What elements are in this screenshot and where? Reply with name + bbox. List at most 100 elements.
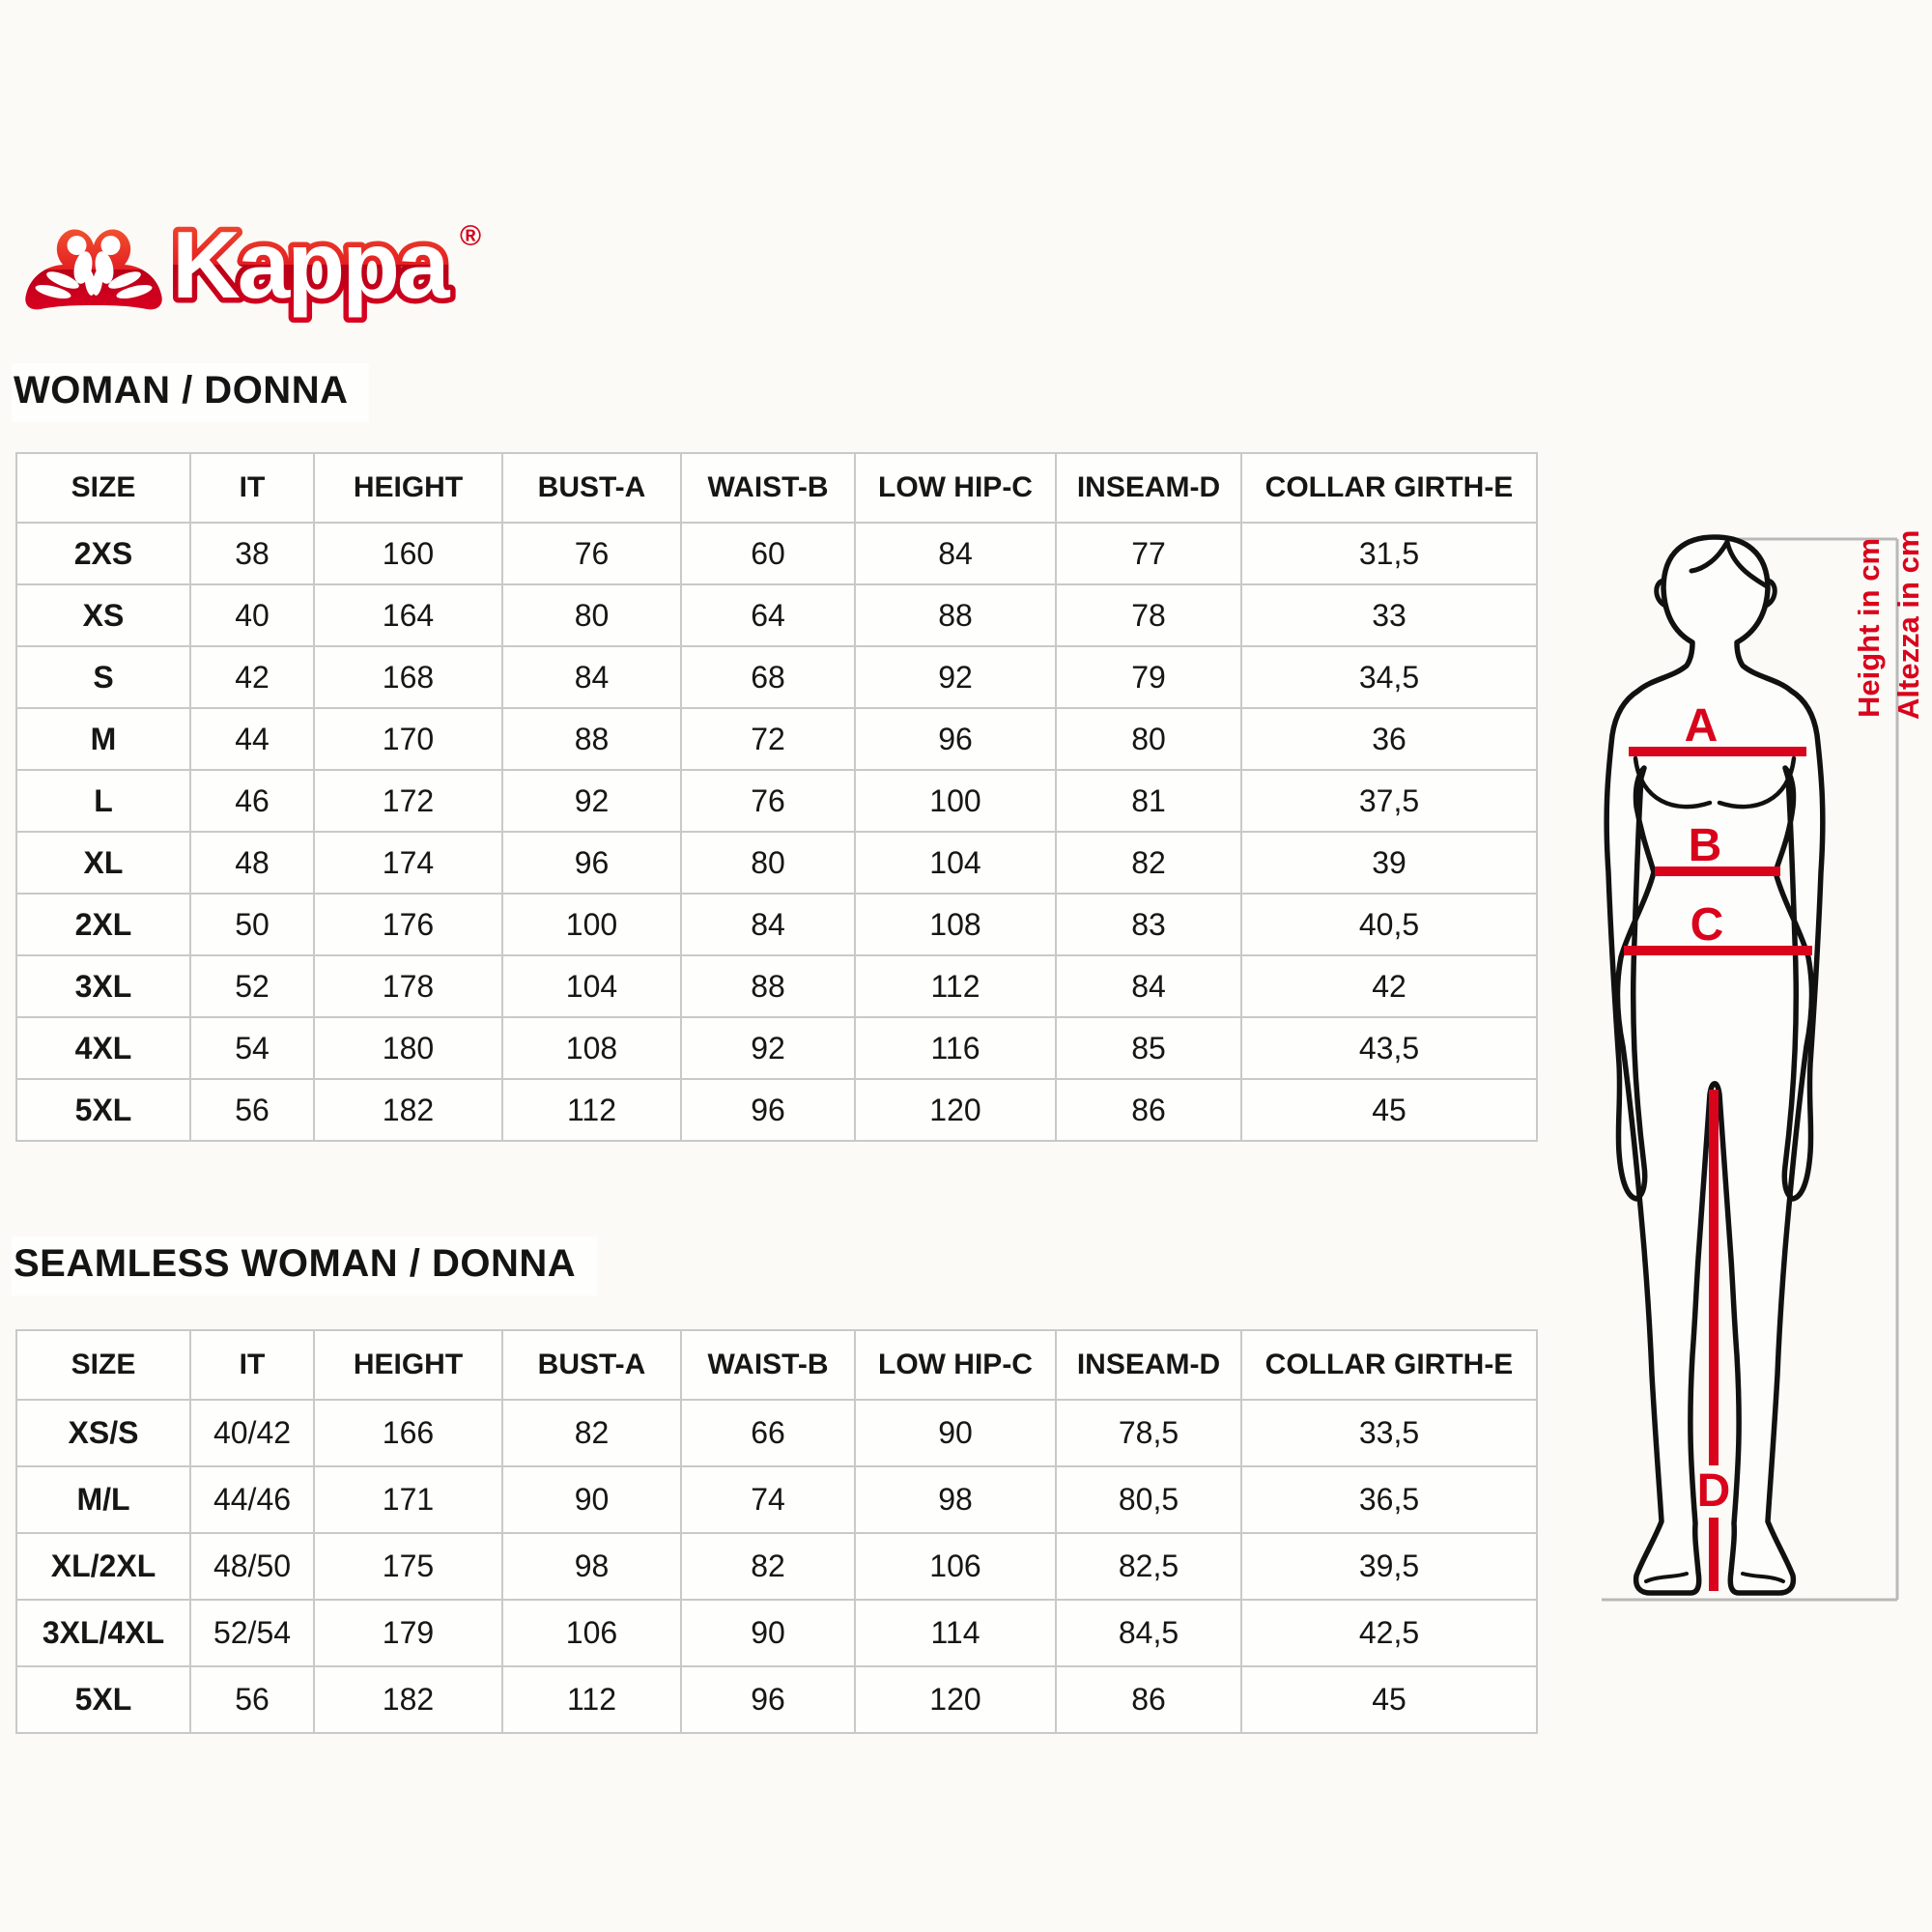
value-cell: 31,5: [1240, 522, 1538, 585]
column-header: HEIGHT: [313, 1329, 503, 1401]
value-cell: 80,5: [1055, 1465, 1242, 1534]
table-row: L 46 172 92 76 100 81 37,5: [15, 769, 1538, 833]
value-cell: 90: [854, 1399, 1057, 1467]
value-cell: 42: [189, 645, 315, 709]
value-cell: 120: [854, 1665, 1057, 1734]
header-row: SIZE IT HEIGHT BUST-A WAIST-B LOW HIP-C INSEAM…: [15, 452, 1538, 524]
section-heading-woman: WOMAN / DONNA: [12, 363, 370, 422]
size-cell: XS: [15, 583, 191, 647]
column-header: IT: [189, 452, 315, 524]
size-cell: 3XL/4XL: [15, 1599, 191, 1667]
value-cell: 56: [189, 1078, 315, 1142]
value-cell: 45: [1240, 1078, 1538, 1142]
column-header: SIZE: [15, 1329, 191, 1401]
value-cell: 80: [680, 831, 856, 895]
value-cell: 82: [680, 1532, 856, 1601]
value-cell: 106: [854, 1532, 1057, 1601]
table-row: 3XL 52 178 104 88 112 84 42: [15, 954, 1538, 1018]
value-cell: 86: [1055, 1665, 1242, 1734]
value-cell: 52/54: [189, 1599, 315, 1667]
value-cell: 96: [680, 1078, 856, 1142]
value-cell: 88: [501, 707, 682, 771]
value-cell: 88: [854, 583, 1057, 647]
value-cell: 164: [313, 583, 503, 647]
value-cell: 92: [680, 1016, 856, 1080]
value-cell: 92: [854, 645, 1057, 709]
value-cell: 100: [854, 769, 1057, 833]
value-cell: 106: [501, 1599, 682, 1667]
size-cell: L: [15, 769, 191, 833]
table-row: XS/S 40/42 166 82 66 90 78,5 33,5: [15, 1399, 1538, 1467]
value-cell: 90: [501, 1465, 682, 1534]
height-in-cm-label: Height in cm: [1852, 538, 1886, 718]
value-cell: 44/46: [189, 1465, 315, 1534]
value-cell: 108: [854, 893, 1057, 956]
size-cell: M: [15, 707, 191, 771]
size-cell: 2XS: [15, 522, 191, 585]
size-cell: XS/S: [15, 1399, 191, 1467]
value-cell: 48: [189, 831, 315, 895]
value-cell: 82: [1055, 831, 1242, 895]
value-cell: 46: [189, 769, 315, 833]
size-table-woman: SIZE IT HEIGHT BUST-A WAIST-B LOW HIP-C INSEAM…: [15, 452, 1538, 1142]
column-header: IT: [189, 1329, 315, 1401]
value-cell: 92: [501, 769, 682, 833]
value-cell: 81: [1055, 769, 1242, 833]
size-cell: M/L: [15, 1465, 191, 1534]
value-cell: 78,5: [1055, 1399, 1242, 1467]
value-cell: 96: [854, 707, 1057, 771]
column-header: SIZE: [15, 452, 191, 524]
body-measurement-diagram: A B C D Height in cm Altezza in cm: [1602, 530, 1925, 1602]
value-cell: 85: [1055, 1016, 1242, 1080]
value-cell: 33: [1240, 583, 1538, 647]
table-row: 2XS 38 160 76 60 84 77 31,5: [15, 522, 1538, 585]
value-cell: 174: [313, 831, 503, 895]
column-header: COLLAR GIRTH-E: [1240, 452, 1538, 524]
value-cell: 36,5: [1240, 1465, 1538, 1534]
value-cell: 36: [1240, 707, 1538, 771]
value-cell: 80: [1055, 707, 1242, 771]
value-cell: 77: [1055, 522, 1242, 585]
value-cell: 182: [313, 1665, 503, 1734]
value-cell: 114: [854, 1599, 1057, 1667]
value-cell: 39: [1240, 831, 1538, 895]
size-cell: 5XL: [15, 1078, 191, 1142]
value-cell: 42: [1240, 954, 1538, 1018]
value-cell: 37,5: [1240, 769, 1538, 833]
size-table-seamless-woman: SIZE IT HEIGHT BUST-A WAIST-B LOW HIP-C INSEAM…: [15, 1329, 1538, 1734]
value-cell: 104: [854, 831, 1057, 895]
value-cell: 48/50: [189, 1532, 315, 1601]
value-cell: 179: [313, 1599, 503, 1667]
value-cell: 120: [854, 1078, 1057, 1142]
value-cell: 83: [1055, 893, 1242, 956]
value-cell: 34,5: [1240, 645, 1538, 709]
column-header: WAIST-B: [680, 1329, 856, 1401]
table-row: 3XL/4XL 52/54 179 106 90 114 84,5 42,5: [15, 1599, 1538, 1667]
value-cell: 80: [501, 583, 682, 647]
value-cell: 42,5: [1240, 1599, 1538, 1667]
value-cell: 52: [189, 954, 315, 1018]
value-cell: 98: [501, 1532, 682, 1601]
table-row: XL 48 174 96 80 104 82 39: [15, 831, 1538, 895]
value-cell: 39,5: [1240, 1532, 1538, 1601]
value-cell: 98: [854, 1465, 1057, 1534]
value-cell: 86: [1055, 1078, 1242, 1142]
table-row: XS 40 164 80 64 88 78 33: [15, 583, 1538, 647]
value-cell: 64: [680, 583, 856, 647]
table-row: M 44 170 88 72 96 80 36: [15, 707, 1538, 771]
value-cell: 44: [189, 707, 315, 771]
registered-mark: ®: [460, 220, 481, 252]
value-cell: 38: [189, 522, 315, 585]
value-cell: 60: [680, 522, 856, 585]
size-cell: 3XL: [15, 954, 191, 1018]
altezza-in-cm-label: Altezza in cm: [1891, 530, 1925, 720]
value-cell: 40/42: [189, 1399, 315, 1467]
value-cell: 96: [501, 831, 682, 895]
value-cell: 100: [501, 893, 682, 956]
label-b: B: [1689, 820, 1722, 871]
table-row: 5XL 56 182 112 96 120 86 45: [15, 1078, 1538, 1142]
kappa-wordmark: Kappa: [172, 212, 451, 318]
kappa-logo: Kappa ®: [25, 207, 481, 324]
value-cell: 170: [313, 707, 503, 771]
